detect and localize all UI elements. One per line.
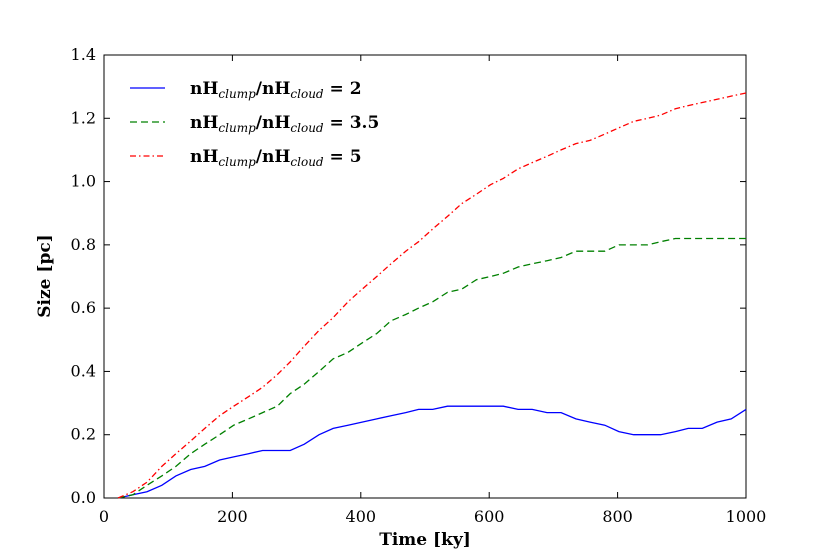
y-tick-label: 0.0: [71, 488, 96, 507]
legend-text-part: clump: [218, 87, 256, 101]
legend-text-part: = 3.5: [324, 113, 380, 133]
series-line-3: [117, 92, 747, 499]
legend-text-part: cloud: [290, 155, 324, 169]
y-tick-label: 0.6: [71, 298, 96, 317]
legend-text-part: /nH: [256, 147, 291, 167]
x-axis-label: Time [ky]: [379, 530, 471, 550]
legend-entry-2: nHclump/nHcloud = 3.5: [190, 113, 379, 135]
legend-entry-3: nHclump/nHcloud = 5: [190, 147, 362, 169]
legend-text-part: = 2: [324, 79, 362, 99]
y-tick-label: 0.8: [71, 235, 96, 254]
y-tick-label: 1.4: [71, 45, 96, 64]
legend-text-part: nH: [190, 113, 218, 133]
plot-area: [103, 54, 747, 499]
legend-text-part: nH: [190, 79, 218, 99]
x-tick-label: 1000: [726, 507, 767, 526]
axis-ticks: 0 200 400 600 800 1000 0.0 0.2 0.4 0.6 0.8 1.0 1.2 1.…: [71, 45, 767, 526]
legend-text-part: cloud: [290, 87, 324, 101]
legend-entry-1: nHclump/nHcloud = 2: [190, 79, 362, 101]
x-tick-label: 400: [346, 507, 377, 526]
legend-text-part: cloud: [290, 121, 324, 135]
x-tick-label: 800: [602, 507, 633, 526]
x-tick-label: 0: [99, 507, 109, 526]
legend-text-part: /nH: [256, 79, 291, 99]
x-tick-label: 600: [474, 507, 505, 526]
legend-text-part: = 5: [324, 147, 362, 167]
legend-text-part: /nH: [256, 113, 291, 133]
x-tick-label: 200: [217, 507, 248, 526]
y-tick-label: 0.4: [71, 361, 96, 380]
legend-text-part: clump: [218, 155, 256, 169]
series-line-1: [117, 405, 747, 499]
y-tick-label: 1.2: [71, 108, 96, 127]
legend-text-part: clump: [218, 121, 256, 135]
y-tick-label: 0.2: [71, 425, 96, 444]
y-axis-label: Size [pc]: [35, 234, 55, 317]
series-lines: [117, 92, 747, 499]
y-tick-label: 1.0: [71, 172, 96, 191]
legend-text-part: nH: [190, 147, 218, 167]
series-line-2: [117, 237, 746, 499]
